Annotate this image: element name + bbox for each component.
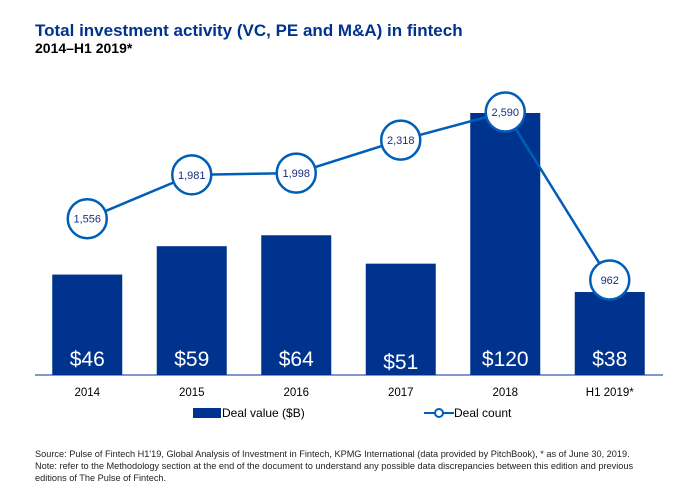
note-text: Note: refer to the Methodology section a… [35, 461, 634, 483]
bar-series-deal-value [52, 113, 645, 375]
legend-label-deal-count: Deal count [454, 406, 512, 420]
chart-title: Total investment activity (VC, PE and M&… [35, 21, 463, 40]
x-tick-label: H1 2019* [586, 387, 634, 399]
deal-count-label: 962 [601, 275, 619, 287]
x-tick-label: 2015 [179, 387, 205, 399]
combo-chart: $46 $59 $64 $51 $120 $38 2014 2015 2016 2017 2018… [35, 91, 663, 399]
x-tick-label: 2017 [388, 387, 414, 399]
legend-item-deal-value: Deal value ($B) [193, 406, 305, 420]
bar-value-label: $51 [383, 351, 418, 374]
x-tick-label: 2016 [283, 387, 309, 399]
bar-h12019 [574, 292, 645, 375]
deal-count-marker [380, 119, 422, 161]
legend-item-deal-count: Deal count [424, 406, 511, 420]
line-series-deal-count: 1,556 1,981 1,998 2,318 2,590 962 [66, 91, 631, 301]
source-footnote: Source: Pulse of Fintech H1'19, Global A… [35, 448, 665, 484]
deal-count-label: 1,556 [73, 214, 101, 226]
x-tick-label: 2014 [74, 387, 100, 399]
deal-count-marker [275, 152, 317, 194]
x-tick-label: 2018 [492, 387, 518, 399]
bar-value-label: $38 [592, 348, 627, 371]
bar-2014 [52, 274, 123, 375]
bar-value-label: $46 [70, 348, 105, 371]
deal-count-marker [484, 91, 526, 133]
bar-value-label: $64 [279, 348, 314, 371]
deal-count-marker [171, 154, 213, 196]
deal-count-marker [66, 197, 108, 240]
bar-value-label: $59 [174, 348, 209, 371]
source-text: Source: Pulse of Fintech H1'19, Global A… [35, 449, 630, 459]
legend-label-deal-value: Deal value ($B) [222, 406, 305, 420]
x-axis-tick-labels: 2014 2015 2016 2017 2018 H1 2019* [74, 387, 634, 399]
deal-count-marker [589, 259, 631, 301]
deal-count-label: 2,590 [491, 107, 519, 119]
line-marker-swatch-icon [424, 408, 454, 418]
deal-count-label: 2,318 [387, 135, 415, 147]
deal-count-label: 1,981 [178, 170, 206, 182]
bar-2015 [156, 246, 227, 375]
deal-count-label: 1,998 [282, 168, 310, 180]
bar-2018 [470, 113, 541, 375]
chart-subtitle: 2014–H1 2019* [35, 40, 133, 56]
bar-value-label: $120 [482, 348, 529, 371]
bar-2017 [365, 263, 436, 375]
bar-value-labels: $46 $59 $64 $51 $120 $38 [70, 348, 628, 374]
bar-2016 [261, 235, 332, 375]
bar-swatch-icon [193, 408, 221, 418]
